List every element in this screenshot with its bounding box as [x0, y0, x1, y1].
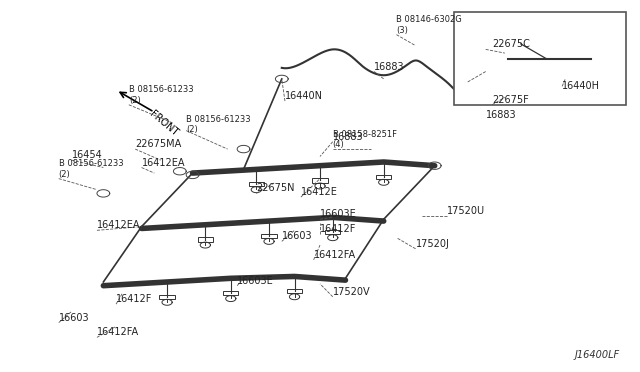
- Bar: [248, 182, 264, 186]
- Text: 16412E: 16412E: [301, 187, 338, 197]
- Text: 17520J: 17520J: [415, 239, 449, 249]
- Text: 16603E: 16603E: [320, 209, 356, 219]
- Text: 22675F: 22675F: [492, 95, 529, 105]
- Bar: [198, 237, 213, 242]
- Bar: [287, 289, 302, 294]
- Text: B 08158-8251F
(4): B 08158-8251F (4): [333, 130, 397, 149]
- Text: 16883: 16883: [486, 109, 516, 119]
- Bar: [376, 174, 392, 179]
- Bar: [454, 13, 626, 105]
- Text: 16412EA: 16412EA: [141, 157, 185, 167]
- Text: 17520V: 17520V: [333, 287, 371, 297]
- Text: 22675C: 22675C: [492, 39, 530, 49]
- Text: 16440H: 16440H: [562, 81, 600, 91]
- Text: FRONT: FRONT: [148, 109, 180, 138]
- Bar: [261, 234, 276, 238]
- Bar: [512, 41, 530, 46]
- Bar: [223, 291, 239, 295]
- Text: B 08156-61233
(2): B 08156-61233 (2): [59, 159, 124, 179]
- Text: 16883: 16883: [333, 132, 364, 142]
- Text: 16454: 16454: [72, 150, 102, 160]
- Text: 16412F: 16412F: [320, 224, 356, 234]
- Text: B 08156-61233
(2): B 08156-61233 (2): [186, 115, 251, 134]
- Bar: [312, 178, 328, 183]
- Bar: [325, 230, 340, 234]
- Text: 22675N: 22675N: [256, 183, 295, 193]
- Text: 16412FA: 16412FA: [97, 327, 139, 337]
- Text: 16603E: 16603E: [237, 276, 274, 286]
- Bar: [550, 63, 568, 68]
- Text: 16412EA: 16412EA: [97, 220, 140, 230]
- Bar: [159, 295, 175, 299]
- Text: B 08156-61233
(2): B 08156-61233 (2): [129, 85, 193, 105]
- Text: 17520U: 17520U: [447, 206, 486, 215]
- Text: 16412FA: 16412FA: [314, 250, 356, 260]
- Text: 22675MA: 22675MA: [135, 139, 182, 149]
- Text: 16440N: 16440N: [285, 91, 323, 101]
- Text: 16883: 16883: [374, 61, 404, 71]
- Text: 16412F: 16412F: [116, 294, 152, 304]
- Text: 16603: 16603: [59, 312, 90, 323]
- Text: J16400LF: J16400LF: [574, 350, 620, 359]
- Text: B 08146-6302G
(3): B 08146-6302G (3): [396, 15, 462, 35]
- Text: 16603: 16603: [282, 231, 312, 241]
